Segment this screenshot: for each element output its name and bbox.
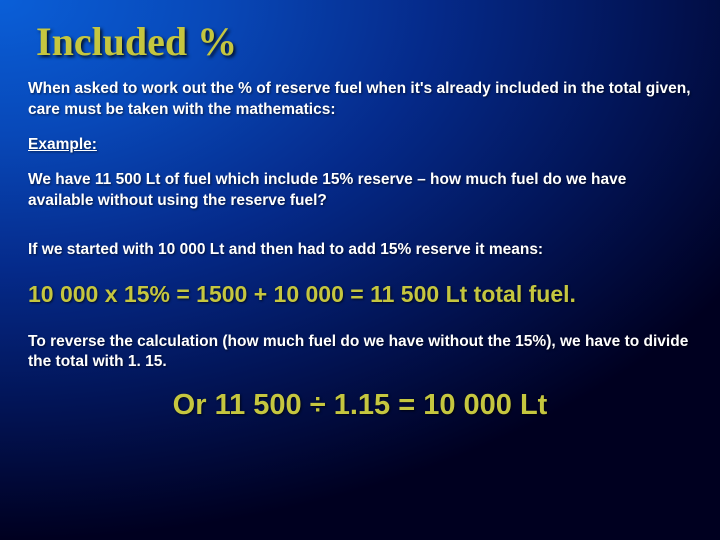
example-label: Example: [28, 135, 692, 156]
reverse-intro: To reverse the calculation (how much fue… [28, 332, 692, 374]
forward-intro: If we started with 10 000 Lt and then ha… [28, 240, 692, 261]
slide-container: Included % When asked to work out the % … [0, 0, 720, 422]
example-body: We have 11 500 Lt of fuel which include … [28, 170, 692, 212]
calculation-forward: 10 000 x 15% = 1500 + 10 000 = 11 500 Lt… [28, 281, 692, 308]
intro-text: When asked to work out the % of reserve … [28, 79, 692, 121]
slide-title: Included % [36, 18, 692, 65]
calculation-reverse: Or 11 500 ÷ 1.15 = 10 000 Lt [28, 389, 692, 422]
